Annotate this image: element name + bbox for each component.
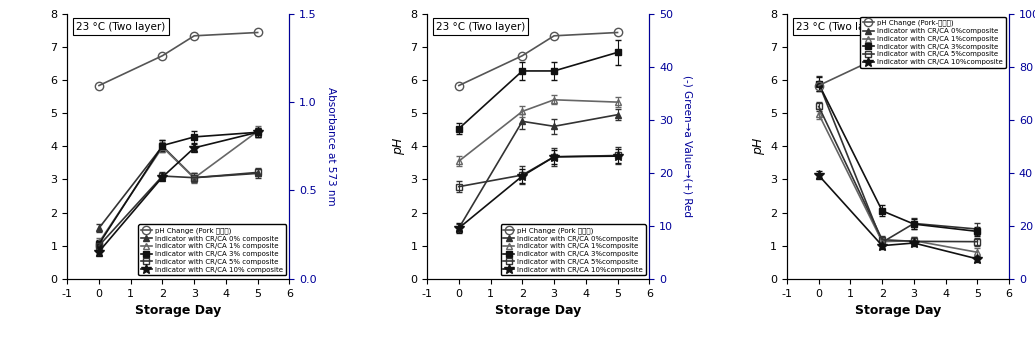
X-axis label: Storage Day: Storage Day xyxy=(495,304,582,317)
Y-axis label: pH: pH xyxy=(391,138,405,155)
Legend: pH Change (Pork 삼경살), Indicator with CR/CA 0%composite, Indicator with CR/CA 1%c: pH Change (Pork 삼경살), Indicator with CR/… xyxy=(501,224,646,275)
Y-axis label: (-) Green→a Value→(+) Red: (-) Green→a Value→(+) Red xyxy=(682,75,692,217)
Y-axis label: pH: pH xyxy=(751,138,765,155)
Text: 23 °C (Two layer): 23 °C (Two layer) xyxy=(436,21,526,32)
Legend: pH Change (Pork-삼경살), Indicator with CR/CA 0%composite, Indicator with CR/CA 1%c: pH Change (Pork-삼경살), Indicator with CR/… xyxy=(860,17,1006,68)
Text: 23 °C (Two layer): 23 °C (Two layer) xyxy=(796,21,885,32)
X-axis label: Storage Day: Storage Day xyxy=(855,304,941,317)
Text: 23 °C (Two layer): 23 °C (Two layer) xyxy=(77,21,166,32)
Legend: pH Change (Pork 삼경살), Indicator with CR/CA 0% composite, Indicator with CR/CA 1%: pH Change (Pork 삼경살), Indicator with CR/… xyxy=(139,224,286,275)
X-axis label: Storage Day: Storage Day xyxy=(136,304,221,317)
Y-axis label: Absorbance at 573 nm: Absorbance at 573 nm xyxy=(326,87,336,205)
Y-axis label: .: . xyxy=(32,144,45,148)
